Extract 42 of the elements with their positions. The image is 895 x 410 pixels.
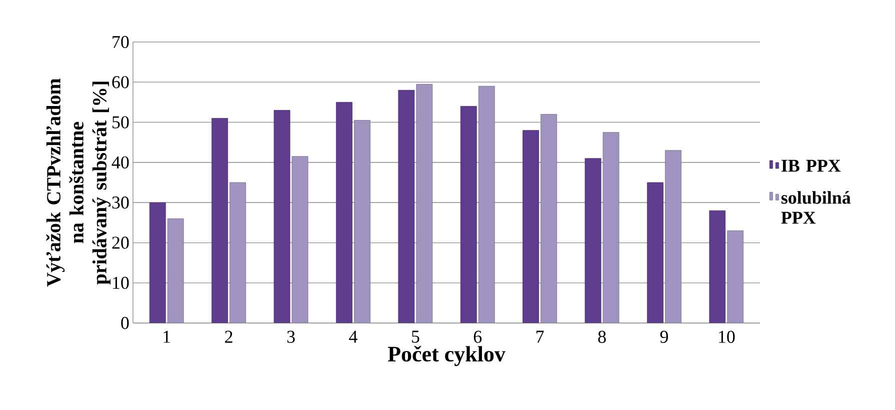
bar: [398, 90, 415, 323]
bar: [584, 158, 602, 323]
y-tick-label: 30: [112, 196, 129, 209]
x-tick-label: 4: [349, 330, 358, 343]
x-tick-label: 1: [164, 330, 170, 343]
bar: [460, 106, 477, 323]
bar: [709, 210, 726, 323]
y-tick-label: 0: [121, 316, 129, 330]
bar: [647, 182, 664, 323]
bar: [212, 118, 228, 323]
x-tick-label: 3: [287, 330, 295, 343]
bar: [167, 218, 184, 323]
bar: [292, 156, 308, 323]
bar: [540, 114, 558, 323]
bar: [354, 120, 370, 323]
y-tick-label: 10: [113, 276, 129, 289]
y-tick-label: 40: [112, 156, 129, 168]
bar: [274, 110, 290, 323]
bar: [416, 84, 433, 323]
legend-label: solubilná PPX: [781, 191, 851, 224]
bar: [727, 230, 744, 323]
x-tick-label: 10: [719, 330, 735, 343]
y-tick-label: 20: [112, 236, 129, 249]
bar: [336, 102, 352, 323]
y-tick-label: 50: [112, 116, 129, 128]
x-tick-label: 5: [412, 330, 420, 343]
bar: [149, 202, 166, 323]
x-tick-label: 2: [225, 330, 232, 343]
y-tick-label: 70: [112, 36, 129, 48]
y-axis-title: Výťažok CTPvzhľadom na konštantne pridávaný substrát [%]: [46, 78, 111, 287]
x-tick-label: 6: [474, 330, 482, 343]
x-axis-title: Počet cyklov: [388, 346, 506, 366]
bar: [665, 150, 682, 323]
legend-label: IB PPX: [781, 160, 841, 172]
bar: [230, 182, 246, 323]
bar: [522, 130, 540, 323]
y-tick-label: 60: [112, 76, 129, 88]
x-tick-label: 8: [598, 330, 606, 343]
bar: [602, 132, 620, 323]
x-tick-label: 7: [536, 330, 544, 343]
bar: [478, 86, 495, 323]
x-tick-label: 9: [660, 330, 668, 343]
